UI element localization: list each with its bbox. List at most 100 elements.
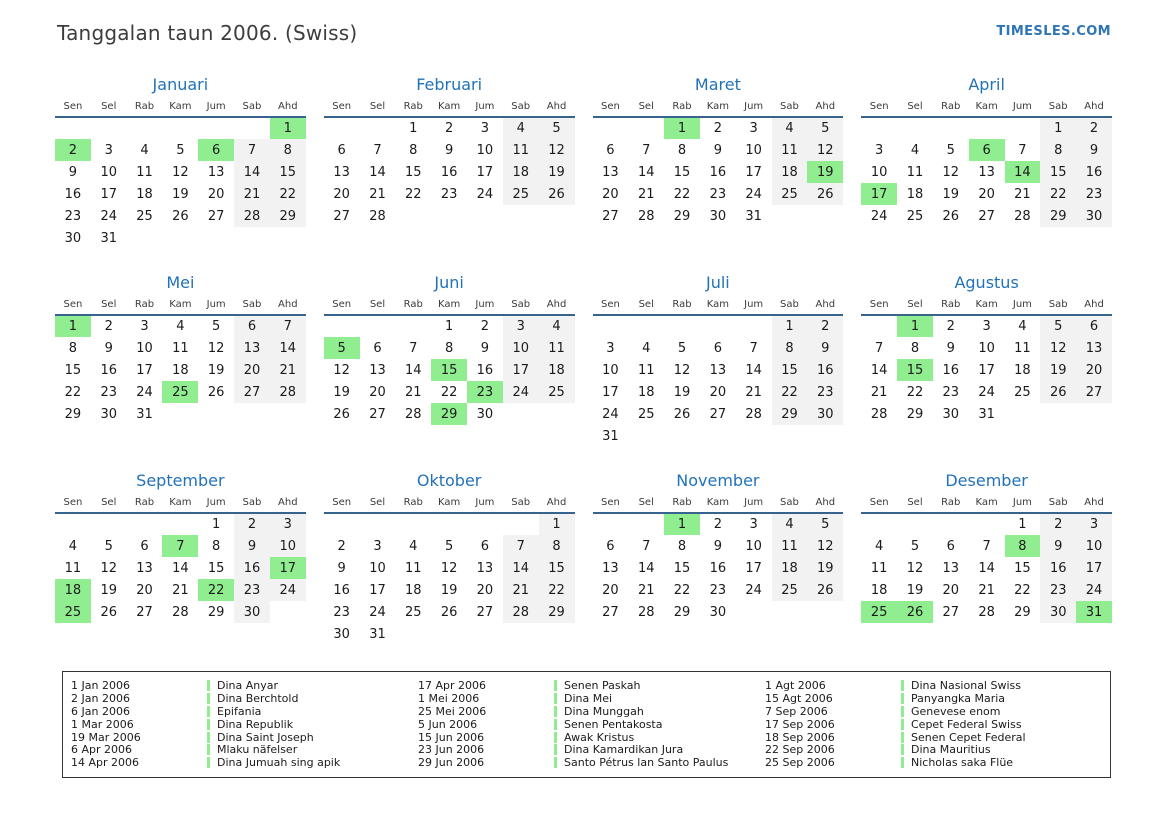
day-cell: 27 <box>136 604 153 620</box>
weekday-header: Sen <box>332 497 352 508</box>
day-cell: 20 <box>602 582 619 598</box>
day-cell: 5 <box>444 538 454 554</box>
weekday-header: Rab <box>941 101 961 112</box>
page-header: Tanggalan taun 2006. (Swiss) TIMESLES.CO… <box>0 0 1169 45</box>
day-cell: 16 <box>100 362 117 378</box>
empty-cell <box>395 205 431 227</box>
empty-cell <box>270 601 306 623</box>
month-title: Juli <box>706 273 730 292</box>
day-cell: 13 <box>369 362 386 378</box>
weekday-header: Ahd <box>546 497 567 508</box>
holiday-date: 18 Sep 2006 <box>765 730 835 744</box>
empty-cell <box>503 623 539 645</box>
weekend-day-cell: 8 <box>771 337 808 359</box>
empty-cell <box>395 513 431 535</box>
weekend-day-cell: 29 <box>1040 205 1077 227</box>
empty-cell <box>969 117 1005 139</box>
empty-cell <box>772 425 808 447</box>
day-cell: 5 <box>212 319 221 334</box>
weekend-day-cell: 28 <box>502 601 539 623</box>
empty-cell <box>736 315 772 337</box>
day-cell: 7 <box>875 340 884 356</box>
empty-cell <box>91 117 127 139</box>
holiday-date: 17 Sep 2006 <box>765 717 835 731</box>
empty-cell <box>431 205 467 227</box>
day-cell: 6 <box>713 340 722 356</box>
weekday-header: Kam <box>169 299 192 310</box>
weekday-header: Rab <box>403 299 423 310</box>
weekday-header: Jum <box>744 497 764 508</box>
weekend-day-cell: 18 <box>502 161 539 183</box>
day-cell: 30 <box>709 604 727 620</box>
holiday-marker-bar <box>901 757 904 769</box>
weekday-header: Kam <box>437 497 461 508</box>
month-title: Mei <box>166 273 195 292</box>
day-cell: 27 <box>602 208 619 224</box>
day-cell: 21 <box>369 186 386 202</box>
empty-cell <box>234 117 270 139</box>
holiday-day-cell: 1 <box>55 315 91 337</box>
day-cell: 25 <box>1014 384 1031 400</box>
month-desember: Desember Sen Sel Rab Kam Jum Sab Ahd 1 2 3 4 5 6 7 8 9 10… <box>861 471 1112 645</box>
weekday-header: Ahd <box>278 497 298 508</box>
holiday-day-cell: 1 <box>269 117 306 139</box>
holiday-name: Dina Munggah <box>564 704 644 718</box>
day-cell: 9 <box>104 340 113 356</box>
day-cell: 21 <box>1014 186 1031 202</box>
month-oktober: Oktober Sen Sel Rab Kam Jum Sab Ahd 1 2 3 4 5 6 7 8 9 10 1… <box>323 471 575 645</box>
empty-cell <box>324 117 360 139</box>
weekday-header: Rab <box>672 299 692 310</box>
holiday-date: 5 Jun 2006 <box>418 717 478 731</box>
weekend-day-cell: 15 <box>1040 161 1077 183</box>
day-cell: 10 <box>745 142 762 158</box>
holiday-marker-bar <box>207 692 210 704</box>
day-cell: 16 <box>709 560 727 576</box>
day-cell: 1 <box>409 121 418 136</box>
month-maret: Maret Sen Sel Rab Kam Jum Sab Ahd 1 2 3 4 5 6 7 8 9 10 11 1… <box>592 75 844 249</box>
day-cell: 28 <box>405 406 422 422</box>
day-cell: 17 <box>476 164 494 180</box>
day-cell: 28 <box>637 604 655 620</box>
weekday-header: Kam <box>706 101 729 112</box>
day-cell: 18 <box>637 384 655 400</box>
day-cell: 22 <box>64 384 82 400</box>
empty-cell <box>736 425 772 447</box>
weekend-day-cell: 19 <box>538 161 575 183</box>
legend-item: 25 Sep 2006 Nicholas saka Flüe <box>765 756 1102 769</box>
day-cell: 30 <box>476 406 494 422</box>
weekday-header: Sen <box>63 497 83 508</box>
day-cell: 21 <box>405 384 422 400</box>
month-grid: Sen Sel Rab Kam Jum Sab Ahd 1 2 3 4 5 6 7 8 9 10 11 12 13 14… <box>55 299 306 425</box>
day-cell: 24 <box>136 384 153 400</box>
holiday-marker-bar <box>207 679 210 691</box>
month-grid: Sen Sel Rab Kam Jum Sab Ahd 1 2 3 4 5 6 7 8 9 10 11 12 13 14… <box>861 299 1112 425</box>
weekend-day-cell: 8 <box>269 139 306 161</box>
empty-cell <box>700 315 736 337</box>
day-cell: 6 <box>140 538 149 554</box>
day-cell: 15 <box>405 164 422 180</box>
day-cell: 10 <box>745 538 762 554</box>
legend-item: 2 Jan 2006 Dina Berchtold <box>71 692 408 705</box>
legend-column: 17 Apr 2006 Senen Paskah 1 Mei 2006 Dina Me… <box>418 679 755 769</box>
site-link[interactable]: TIMESLES.COM <box>996 24 1111 39</box>
day-cell: 21 <box>637 186 655 202</box>
day-cell: 3 <box>875 142 884 158</box>
empty-cell <box>467 623 503 645</box>
holiday-day-cell: 1 <box>664 117 700 139</box>
weekday-header: Sel <box>369 497 386 508</box>
day-cell: 6 <box>606 142 615 158</box>
day-cell: 24 <box>100 208 117 224</box>
day-cell: 19 <box>207 362 225 378</box>
day-cell: 18 <box>1014 362 1031 378</box>
empty-cell <box>234 227 270 249</box>
weekend-day-cell: 30 <box>1076 205 1112 227</box>
holiday-marker-bar <box>901 744 904 756</box>
day-cell: 2 <box>713 517 722 532</box>
empty-cell <box>324 315 360 337</box>
holiday-name: Awak Kristus <box>564 730 635 744</box>
empty-cell <box>700 425 736 447</box>
day-cell: 16 <box>333 582 350 598</box>
empty-cell <box>127 227 163 249</box>
month-title: Juni <box>434 273 464 292</box>
weekend-day-cell: 26 <box>538 183 575 205</box>
